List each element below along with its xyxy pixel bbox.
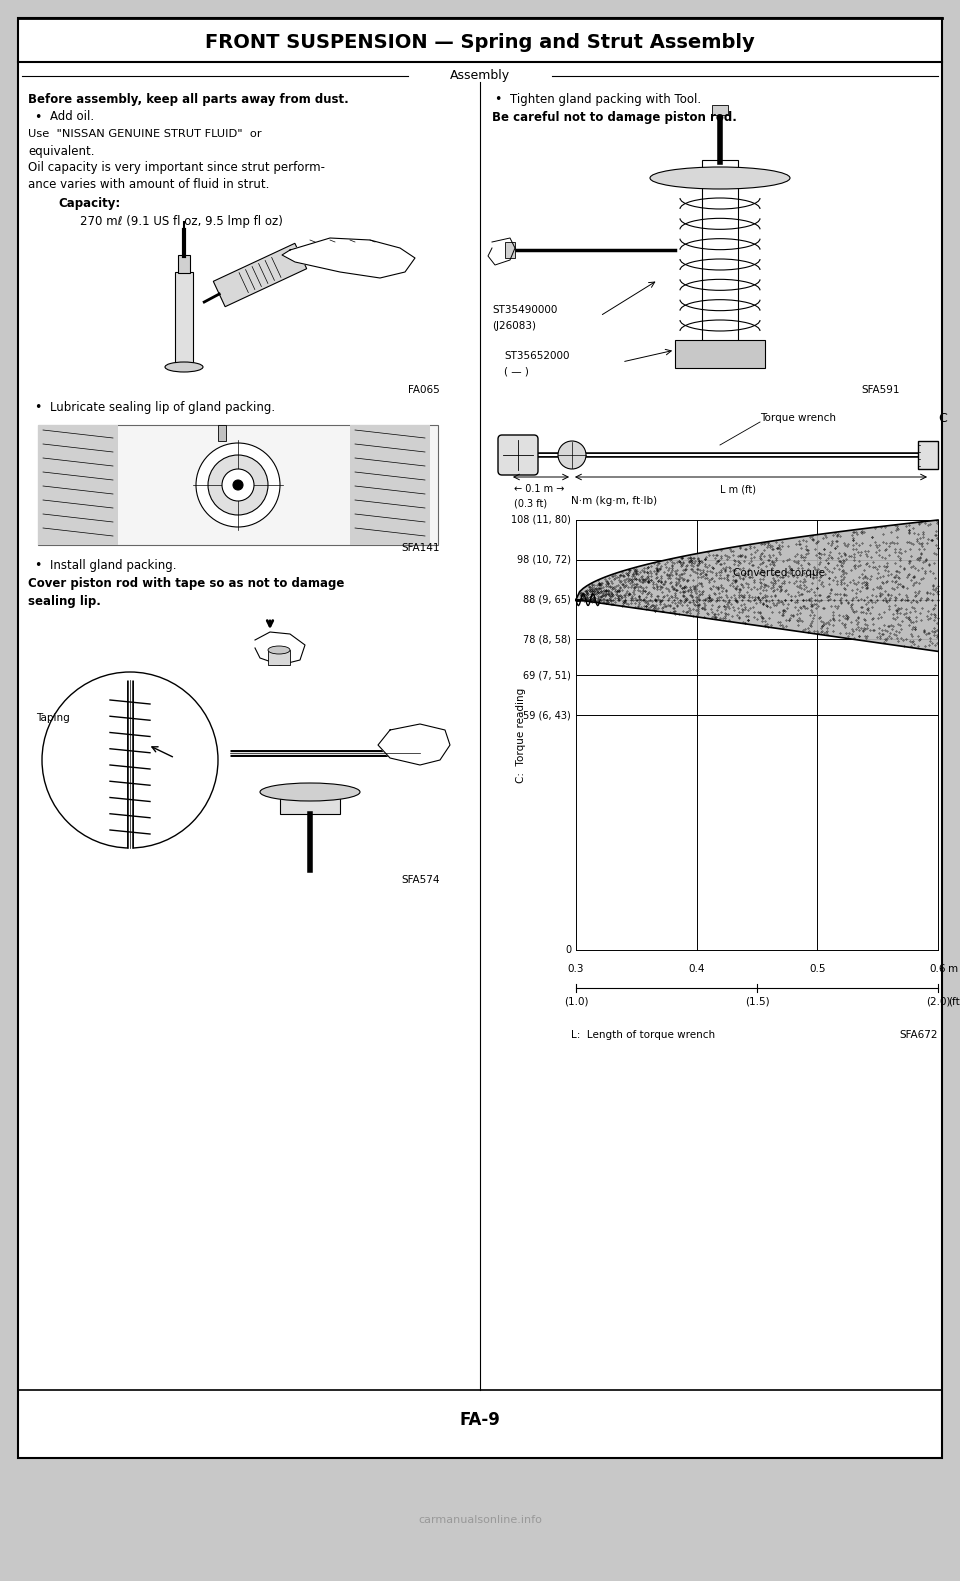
Text: 88 (9, 65): 88 (9, 65) — [523, 594, 571, 604]
Text: ST35490000: ST35490000 — [492, 305, 558, 315]
Circle shape — [233, 481, 243, 490]
Text: 59 (6, 43): 59 (6, 43) — [523, 710, 571, 719]
Text: ( — ): ( — ) — [504, 367, 529, 376]
Text: Install gland packing.: Install gland packing. — [50, 560, 177, 572]
Bar — [38, 425, 118, 545]
Text: equivalent.: equivalent. — [28, 144, 94, 158]
Bar — [675, 340, 765, 368]
Text: 108 (11, 80): 108 (11, 80) — [511, 515, 571, 525]
Text: FRONT SUSPENSION — Spring and Strut Assembly: FRONT SUSPENSION — Spring and Strut Asse… — [205, 33, 755, 52]
Text: 270 mℓ (9.1 US fl oz, 9.5 lmp fl oz): 270 mℓ (9.1 US fl oz, 9.5 lmp fl oz) — [80, 215, 283, 228]
Text: C: C — [938, 411, 947, 425]
Polygon shape — [378, 724, 450, 765]
Polygon shape — [282, 239, 415, 278]
Text: ← 0.1 m →: ← 0.1 m → — [514, 484, 564, 493]
Bar — [218, 425, 226, 441]
Circle shape — [558, 441, 586, 470]
Text: Lubricate sealing lip of gland packing.: Lubricate sealing lip of gland packing. — [50, 402, 276, 414]
Text: (ft): (ft) — [948, 996, 960, 1006]
Text: (1.0): (1.0) — [564, 996, 588, 1006]
Text: •: • — [494, 93, 501, 106]
Text: Torque wrench: Torque wrench — [760, 413, 836, 424]
Bar — [268, 650, 290, 666]
Text: 0.4: 0.4 — [688, 964, 705, 974]
Bar — [576, 520, 938, 950]
Text: 69 (7, 51): 69 (7, 51) — [523, 670, 571, 680]
Text: SFA672: SFA672 — [900, 1029, 938, 1040]
Text: 98 (10, 72): 98 (10, 72) — [517, 555, 571, 564]
Bar — [702, 160, 738, 360]
Text: Oil capacity is very important since strut perform-: Oil capacity is very important since str… — [28, 161, 325, 174]
Text: 78 (8, 58): 78 (8, 58) — [523, 634, 571, 645]
Bar — [175, 272, 193, 367]
Text: carmanualsonline.info: carmanualsonline.info — [418, 1515, 542, 1526]
Text: •: • — [34, 111, 41, 123]
Bar — [178, 255, 190, 274]
Text: Tighten gland packing with Tool.: Tighten gland packing with Tool. — [510, 93, 701, 106]
Bar — [280, 792, 340, 814]
Text: SFA574: SFA574 — [401, 874, 440, 885]
FancyBboxPatch shape — [498, 435, 538, 474]
Text: (J26083): (J26083) — [492, 321, 536, 330]
Text: 0.3: 0.3 — [567, 964, 585, 974]
Bar — [38, 425, 438, 545]
Circle shape — [222, 470, 254, 501]
Text: Assembly: Assembly — [450, 70, 510, 82]
Text: m: m — [948, 964, 958, 974]
Bar — [350, 425, 430, 545]
Text: N·m (kg·m, ft·lb): N·m (kg·m, ft·lb) — [571, 496, 658, 506]
Text: Taping: Taping — [36, 713, 70, 723]
Text: FA-9: FA-9 — [460, 1410, 500, 1429]
Polygon shape — [213, 243, 306, 307]
Text: L m (ft): L m (ft) — [720, 484, 756, 493]
Text: ance varies with amount of fluid in strut.: ance varies with amount of fluid in stru… — [28, 179, 270, 191]
Text: Capacity:: Capacity: — [58, 198, 120, 210]
Text: Add oil.: Add oil. — [50, 111, 94, 123]
Text: C:  Torque reading: C: Torque reading — [516, 688, 526, 783]
Text: FA065: FA065 — [408, 386, 440, 395]
Ellipse shape — [260, 783, 360, 802]
Text: SFA591: SFA591 — [861, 386, 900, 395]
Ellipse shape — [268, 647, 290, 655]
Text: (0.3 ft): (0.3 ft) — [514, 498, 547, 508]
Polygon shape — [576, 520, 938, 651]
Text: L:  Length of torque wrench: L: Length of torque wrench — [571, 1029, 715, 1040]
Text: (2.0): (2.0) — [925, 996, 950, 1006]
Ellipse shape — [650, 168, 790, 190]
Polygon shape — [255, 632, 305, 666]
Ellipse shape — [165, 362, 203, 372]
Circle shape — [196, 443, 280, 526]
Bar — [712, 104, 728, 115]
Text: 0.5: 0.5 — [809, 964, 826, 974]
Text: Cover piston rod with tape so as not to damage: Cover piston rod with tape so as not to … — [28, 577, 345, 590]
Text: •: • — [34, 560, 41, 572]
Text: Use  "NISSAN GENUINE STRUT FLUID"  or: Use "NISSAN GENUINE STRUT FLUID" or — [28, 130, 262, 139]
Text: Before assembly, keep all parts away from dust.: Before assembly, keep all parts away fro… — [28, 93, 348, 106]
Text: 0.6: 0.6 — [929, 964, 947, 974]
Text: SFA141: SFA141 — [401, 542, 440, 553]
Bar — [505, 242, 515, 258]
Circle shape — [42, 672, 218, 847]
Text: ST35652000: ST35652000 — [504, 351, 569, 360]
Text: Converted torque: Converted torque — [732, 568, 825, 577]
Text: sealing lip.: sealing lip. — [28, 594, 101, 607]
Text: Be careful not to damage piston rod.: Be careful not to damage piston rod. — [492, 111, 737, 123]
Text: (1.5): (1.5) — [745, 996, 769, 1006]
Circle shape — [208, 455, 268, 515]
FancyBboxPatch shape — [918, 441, 938, 470]
Text: •: • — [34, 402, 41, 414]
Text: 0: 0 — [564, 945, 571, 955]
